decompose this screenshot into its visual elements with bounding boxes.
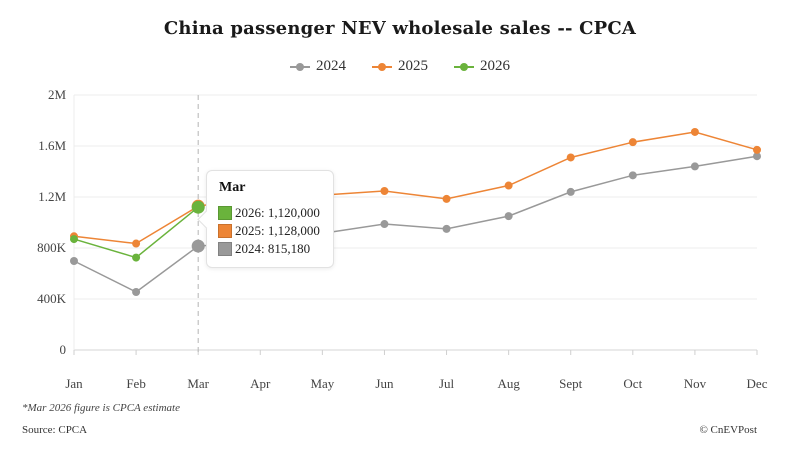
tooltip-value: 2025: 1,128,000 bbox=[235, 223, 320, 238]
y-tick-label: 2M bbox=[48, 87, 67, 102]
series-swatch-icon bbox=[218, 206, 232, 220]
data-point-2025-Jun bbox=[380, 187, 389, 196]
tooltip-row-2025: 2025: 1,128,000 bbox=[218, 223, 320, 239]
data-point-2025-Dec bbox=[753, 145, 761, 154]
data-point-2024-Jul bbox=[442, 224, 451, 233]
legend-marker-icon bbox=[372, 62, 392, 72]
y-tick-label: 0 bbox=[60, 342, 67, 357]
credit-label: © CnEVPost bbox=[699, 424, 757, 436]
data-point-2026-Feb bbox=[132, 253, 141, 262]
x-tick-label: Jun bbox=[375, 376, 394, 391]
data-point-2024-Feb bbox=[132, 287, 141, 296]
series-swatch-icon bbox=[218, 224, 232, 238]
series-swatch-icon bbox=[218, 242, 232, 256]
data-point-2025-Jul bbox=[442, 194, 451, 203]
x-tick-label: Mar bbox=[187, 376, 209, 391]
x-tick-label: Aug bbox=[497, 376, 520, 391]
data-point-2025-Oct bbox=[628, 138, 637, 147]
legend-item-2026[interactable]: 2026 bbox=[454, 58, 510, 75]
series-line-2024 bbox=[73, 155, 758, 293]
data-point-2024-Oct bbox=[628, 171, 637, 180]
series-line-2025 bbox=[73, 131, 758, 245]
data-point-2026-Jan bbox=[70, 235, 78, 244]
tooltip-row-2024: 2024: 815,180 bbox=[218, 241, 310, 257]
x-tick-label: Nov bbox=[684, 376, 707, 391]
y-axis: 0 400K 800K 1.2M 1.6M 2M bbox=[37, 87, 75, 357]
source-label: Source: CPCA bbox=[22, 424, 88, 436]
y-tick-label: 1.2M bbox=[38, 189, 66, 204]
chart-title: China passenger NEV wholesale sales -- C… bbox=[163, 18, 637, 39]
tooltip-value: 2026: 1,120,000 bbox=[235, 205, 320, 220]
legend-marker-icon bbox=[290, 62, 310, 72]
data-point-2024-Sept bbox=[566, 187, 575, 196]
x-tick-label: Feb bbox=[126, 376, 146, 391]
x-tick-label: Dec bbox=[747, 376, 768, 391]
chart-legend: 2024 2025 2026 bbox=[0, 58, 800, 75]
legend-item-2025[interactable]: 2025 bbox=[372, 58, 428, 75]
data-point-2024-Jan bbox=[70, 257, 78, 266]
tooltip-title: Mar bbox=[219, 180, 246, 195]
data-point-2025-Sept bbox=[566, 153, 575, 162]
x-tick-label: Apr bbox=[250, 376, 271, 391]
footnote: *Mar 2026 figure is CPCA estimate bbox=[22, 402, 180, 414]
legend-label: 2024 bbox=[316, 58, 346, 74]
series-lines bbox=[70, 127, 761, 296]
data-point-2025-Nov bbox=[690, 127, 699, 136]
tooltip-row-2026: 2026: 1,120,000 bbox=[218, 205, 320, 221]
legend-item-2024[interactable]: 2024 bbox=[290, 58, 346, 75]
x-tick-label: Sept bbox=[559, 376, 583, 391]
data-point-2024-Jun bbox=[380, 220, 389, 229]
legend-marker-icon bbox=[454, 62, 474, 72]
series-2026 bbox=[70, 200, 205, 262]
series-2024 bbox=[70, 152, 761, 296]
x-tick-label: Jul bbox=[439, 376, 455, 391]
x-axis: Jan Feb Mar Apr May Jun Jul Aug Sept Oct Nov Dec bbox=[65, 350, 768, 391]
y-tick-label: 800K bbox=[37, 240, 67, 255]
data-point-2024-Dec bbox=[753, 152, 761, 161]
x-tick-label: May bbox=[310, 376, 334, 391]
data-point-2024-Nov bbox=[690, 162, 699, 171]
tooltip-value: 2024: 815,180 bbox=[235, 241, 311, 256]
series-line-2026 bbox=[73, 206, 199, 259]
data-point-2024-Mar bbox=[191, 239, 205, 253]
tooltip: Mar 2026: 1,120,000 2025: 1,128,000 2024… bbox=[206, 170, 334, 268]
x-tick-label: Oct bbox=[623, 376, 642, 391]
legend-label: 2026 bbox=[480, 58, 510, 74]
data-point-2024-Aug bbox=[504, 212, 513, 221]
gridlines bbox=[74, 94, 757, 351]
data-point-2025-Aug bbox=[504, 181, 513, 190]
x-tick-label: Jan bbox=[65, 376, 83, 391]
y-tick-label: 400K bbox=[37, 291, 67, 306]
data-point-2025-Feb bbox=[132, 239, 141, 248]
data-point-2026-Mar bbox=[191, 200, 205, 214]
legend-label: 2025 bbox=[398, 58, 428, 74]
y-tick-label: 1.6M bbox=[38, 138, 66, 153]
